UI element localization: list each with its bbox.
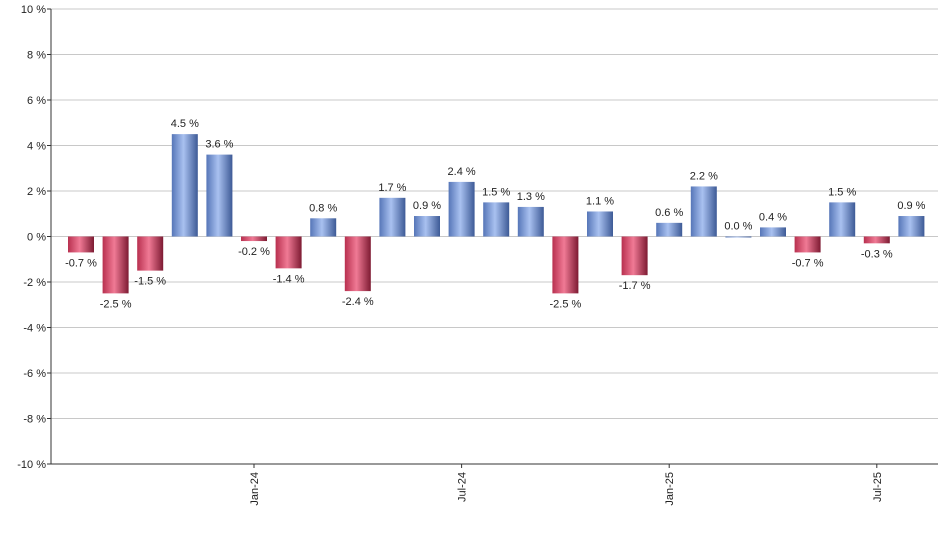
y-tick-label: -8 % <box>23 414 46 426</box>
y-tick-label: 2 % <box>27 186 46 198</box>
bar-value-label: 0.0 % <box>724 221 752 233</box>
bar <box>344 236 371 292</box>
bar-value-label: 1.5 % <box>482 186 510 198</box>
y-tick-label: 10 % <box>21 4 46 16</box>
bar-value-label: -0.7 % <box>792 257 824 269</box>
bar-value-label: 0.8 % <box>309 202 337 214</box>
bar <box>760 227 786 237</box>
bar <box>829 202 856 237</box>
bar <box>171 134 198 237</box>
x-tick-label: Jan-25 <box>664 472 676 506</box>
bar-value-label: 2.4 % <box>448 166 476 178</box>
bar <box>68 236 94 253</box>
bar-value-label: -0.2 % <box>238 246 270 258</box>
bar-value-label: 3.6 % <box>205 139 233 151</box>
bar-value-label: -2.5 % <box>100 298 132 310</box>
bar-value-label: -1.4 % <box>273 273 305 285</box>
y-tick-label: -6 % <box>23 368 46 380</box>
bar-value-label: 4.5 % <box>171 118 199 130</box>
bar-value-label: 0.9 % <box>897 200 925 212</box>
bar <box>517 206 544 237</box>
bar <box>414 216 440 237</box>
bar-value-label: -0.3 % <box>861 248 893 260</box>
y-tick-label: 8 % <box>27 50 46 62</box>
bar-value-label: -2.5 % <box>550 298 582 310</box>
bar-value-label: -1.7 % <box>619 280 651 292</box>
bar-value-label: 0.6 % <box>655 207 683 219</box>
y-tick-label: 4 % <box>27 141 46 153</box>
y-tick-label: 6 % <box>27 95 46 107</box>
bar <box>102 236 129 294</box>
x-tick-label: Jul-24 <box>457 472 469 502</box>
x-axis-ticks: Jan-24 Jul-24 Jan-25 Jul-25 <box>249 464 884 506</box>
bar <box>241 236 267 242</box>
bar-value-labels: -0.7 %-2.5 %-1.5 %4.5 %3.6 %-0.2 %-1.4 %… <box>65 118 926 310</box>
bar <box>552 236 579 294</box>
y-tick-label: -2 % <box>23 277 46 289</box>
bar <box>206 154 233 237</box>
bar <box>483 202 510 237</box>
x-tick-label: Jul-25 <box>872 472 884 502</box>
bar <box>621 236 648 276</box>
bar-value-label: -2.4 % <box>342 296 374 308</box>
y-tick-label: -10 % <box>17 459 46 471</box>
bar <box>725 236 752 238</box>
bar <box>587 211 613 237</box>
bar-value-label: -0.7 % <box>65 257 97 269</box>
bar <box>137 236 164 271</box>
bar-value-label: -1.5 % <box>134 276 166 288</box>
bar <box>275 236 302 269</box>
bar <box>656 222 683 237</box>
y-tick-label: -4 % <box>23 323 46 335</box>
bar-value-label: 1.1 % <box>586 195 614 207</box>
y-tick-label: 0 % <box>27 232 46 244</box>
y-axis-ticks: 10 % 8 % 6 % 4 % 2 % 0 % -2 % -4 % -6 % -8 % -10 % <box>17 4 51 471</box>
x-tick-label: Jan-24 <box>249 472 261 506</box>
bar <box>898 216 925 237</box>
axes <box>50 9 938 465</box>
bar <box>379 197 406 237</box>
bar-value-label: 0.4 % <box>759 211 787 223</box>
bar-value-label: 0.9 % <box>413 200 441 212</box>
bar-value-label: 1.3 % <box>517 191 545 203</box>
bar <box>794 236 821 253</box>
bar <box>310 218 337 237</box>
bar <box>448 181 475 237</box>
bars <box>68 134 925 294</box>
bar-value-label: 2.2 % <box>690 170 718 182</box>
bar-value-label: 1.7 % <box>378 182 406 194</box>
bar <box>690 186 717 237</box>
bar-value-label: 1.5 % <box>828 186 856 198</box>
bar <box>863 236 890 244</box>
